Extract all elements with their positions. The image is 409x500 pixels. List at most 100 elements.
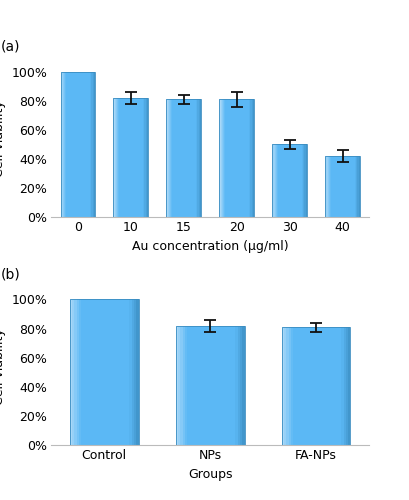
Bar	[66, 72, 67, 217]
Bar	[240, 100, 242, 217]
Bar	[350, 156, 351, 217]
Bar	[196, 326, 198, 445]
Bar	[191, 100, 192, 217]
Bar	[119, 98, 120, 217]
Bar	[191, 326, 193, 445]
Bar	[348, 156, 350, 217]
Bar	[91, 72, 92, 217]
Bar	[92, 300, 95, 445]
Bar	[276, 144, 277, 217]
Bar	[237, 326, 239, 445]
Bar	[187, 326, 189, 445]
Bar	[84, 72, 85, 217]
Bar	[339, 156, 341, 217]
Bar	[297, 327, 299, 445]
Bar	[131, 300, 134, 445]
Bar	[247, 100, 249, 217]
Bar	[214, 326, 216, 445]
Bar	[82, 72, 83, 217]
Bar	[71, 72, 72, 217]
Bar	[343, 156, 344, 217]
Bar	[90, 300, 92, 445]
Bar	[87, 72, 88, 217]
Bar	[127, 98, 128, 217]
Bar	[223, 100, 225, 217]
Bar	[301, 327, 304, 445]
Bar	[97, 300, 99, 445]
Bar	[127, 300, 129, 445]
Bar	[113, 98, 115, 217]
Bar	[198, 326, 200, 445]
Bar	[320, 327, 322, 445]
Bar	[234, 100, 235, 217]
Bar	[130, 98, 132, 217]
Bar	[129, 98, 130, 217]
Bar	[288, 144, 289, 217]
Bar	[70, 300, 72, 445]
Bar	[324, 327, 327, 445]
Bar	[305, 144, 306, 217]
Bar	[292, 327, 294, 445]
Bar	[181, 100, 182, 217]
Bar	[95, 300, 97, 445]
Bar	[287, 144, 288, 217]
Bar	[175, 326, 244, 445]
Bar	[227, 100, 228, 217]
Bar	[63, 72, 64, 217]
Bar	[242, 326, 244, 445]
Bar	[226, 326, 228, 445]
Bar	[289, 144, 290, 217]
Bar	[351, 156, 352, 217]
Bar	[317, 327, 320, 445]
Bar	[281, 144, 282, 217]
Bar	[132, 98, 133, 217]
Bar	[175, 100, 176, 217]
Bar	[226, 100, 227, 217]
Bar	[292, 144, 293, 217]
Bar	[85, 300, 88, 445]
Bar	[136, 98, 137, 217]
Bar	[83, 72, 84, 217]
Bar	[277, 144, 279, 217]
Bar	[166, 100, 167, 217]
Bar	[221, 326, 223, 445]
Bar	[192, 100, 193, 217]
Bar	[283, 327, 285, 445]
Bar	[331, 327, 334, 445]
Bar	[294, 144, 296, 217]
Bar	[327, 156, 328, 217]
Bar	[183, 100, 184, 217]
Bar	[219, 100, 220, 217]
Bar	[338, 327, 340, 445]
Bar	[290, 144, 291, 217]
Bar	[79, 300, 81, 445]
Bar	[222, 100, 223, 217]
Bar	[182, 326, 184, 445]
Bar	[128, 98, 129, 217]
Bar	[72, 72, 73, 217]
Bar	[236, 100, 237, 217]
Bar	[216, 326, 219, 445]
Bar	[336, 327, 338, 445]
Bar	[137, 98, 138, 217]
X-axis label: Au concentration (μg/ml): Au concentration (μg/ml)	[131, 240, 288, 253]
Bar	[329, 327, 331, 445]
Bar	[121, 98, 122, 217]
Bar	[304, 144, 305, 217]
Bar	[298, 144, 299, 217]
Bar	[285, 327, 288, 445]
Bar	[221, 100, 222, 217]
Bar	[252, 100, 253, 217]
Bar	[341, 156, 342, 217]
Bar	[235, 100, 236, 217]
Bar	[145, 98, 146, 217]
Bar	[195, 100, 196, 217]
Bar	[83, 300, 85, 445]
Bar	[135, 98, 136, 217]
Bar	[166, 100, 200, 217]
Bar	[345, 327, 347, 445]
Bar	[146, 98, 148, 217]
Bar	[336, 156, 337, 217]
Bar	[239, 100, 240, 217]
Bar	[293, 144, 294, 217]
